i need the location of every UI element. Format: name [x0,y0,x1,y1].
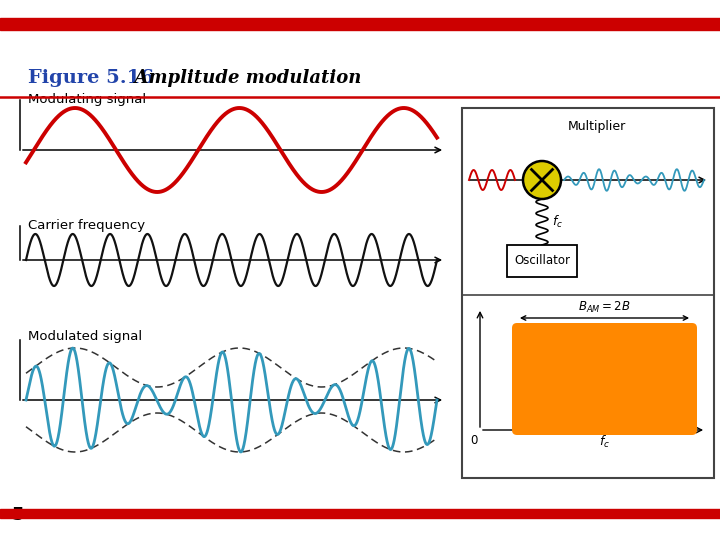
Text: Amplitude modulation: Amplitude modulation [122,69,361,87]
Text: $B_{AM} = 2B$: $B_{AM} = 2B$ [578,300,631,315]
Text: 5: 5 [12,506,24,524]
Text: Figure 5.16: Figure 5.16 [28,69,154,87]
Circle shape [523,161,561,199]
Bar [0,18,720,30]
Text: Carrier frequency: Carrier frequency [28,219,145,232]
Text: $f_c$: $f_c$ [599,434,610,450]
Text: Multiplier: Multiplier [568,120,626,133]
Text: 0: 0 [471,434,478,447]
Bar [0,509,720,518]
Text: $f_c$: $f_c$ [552,214,563,230]
FancyBboxPatch shape [512,323,697,435]
Text: Modulated signal: Modulated signal [28,330,142,343]
Text: Oscillator: Oscillator [514,254,570,267]
Text: Modulating signal: Modulating signal [28,93,146,106]
Bar [507,245,577,277]
Bar [462,108,714,478]
